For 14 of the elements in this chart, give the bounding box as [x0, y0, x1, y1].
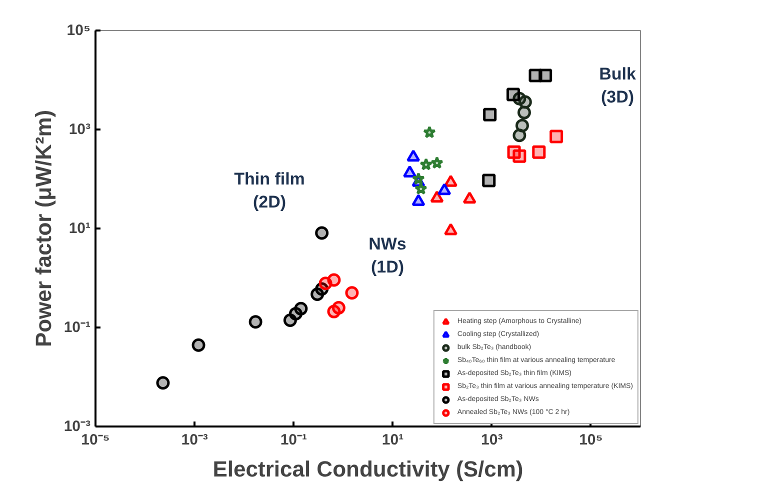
x-tick-label: 10⁵ [579, 432, 603, 448]
y-tick-label: 10⁵ [66, 22, 91, 39]
x-tick-label: 10⁻³ [181, 432, 208, 448]
annotation: NWs (1D) [368, 234, 406, 276]
x-tick-label: 10³ [481, 432, 503, 448]
annotation: Thin film (2D) [234, 170, 305, 212]
y-axis-title: Power factor (μW/K²m) [30, 110, 56, 348]
annotation: Bulk (3D) [599, 64, 636, 106]
y-tick-label: 10⁻¹ [64, 319, 91, 336]
x-axis-title: Electrical Conductivity (S/cm) [212, 456, 524, 482]
x-tick-label: 10⁻¹ [280, 432, 308, 448]
x-tick-label: 10¹ [382, 432, 404, 448]
y-tick-label: 10¹ [68, 220, 91, 237]
y-tick-label: 10³ [68, 121, 91, 138]
